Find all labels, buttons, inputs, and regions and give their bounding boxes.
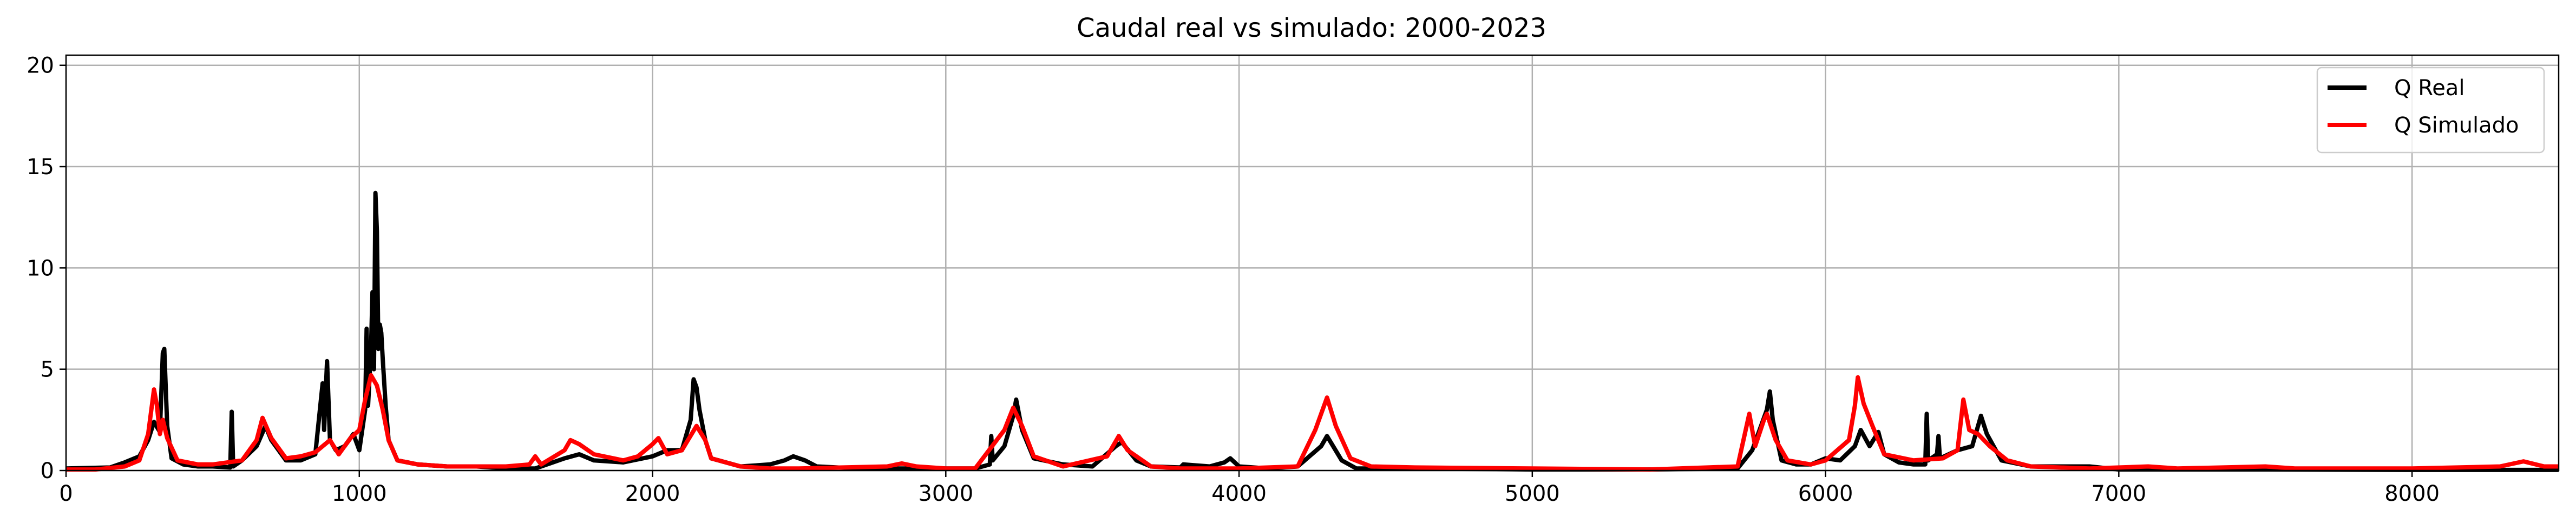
series-layer <box>65 190 2559 472</box>
ticks: 0 1000 2000 3000 4000 5000 6000 7000 8000 0 5 10 15 2… <box>27 54 2440 506</box>
legend-label-real: Q Real <box>2394 76 2464 101</box>
y-tick-label: 20 <box>27 54 54 78</box>
x-tick-label: 4000 <box>1211 481 1267 506</box>
x-tick-label: 2000 <box>625 481 680 506</box>
chart-title: Caudal real vs simulado: 2000-2023 <box>1077 13 1546 43</box>
grid <box>65 55 2559 472</box>
x-tick-label: 3000 <box>918 481 973 506</box>
x-tick-label: 8000 <box>2384 481 2440 506</box>
legend-box <box>2316 67 2545 154</box>
series-line-q-simulado <box>66 373 2559 472</box>
y-tick-label: 10 <box>27 256 54 281</box>
x-tick-label: 1000 <box>332 481 387 506</box>
y-tick-label: 5 <box>41 357 54 382</box>
plot-frame <box>65 54 2560 472</box>
x-tick-label: 0 <box>59 481 73 506</box>
y-tick-label: 0 <box>41 459 54 483</box>
series-line-q-real <box>65 190 2559 472</box>
x-tick-label: 6000 <box>1798 481 1853 506</box>
x-tick-label: 5000 <box>1505 481 1560 506</box>
legend-label-simulado: Q Simulado <box>2394 113 2519 138</box>
y-tick-label: 15 <box>27 155 54 180</box>
x-tick-label: 7000 <box>2091 481 2146 506</box>
legend: Q Real Q Simulado <box>2316 67 2545 154</box>
